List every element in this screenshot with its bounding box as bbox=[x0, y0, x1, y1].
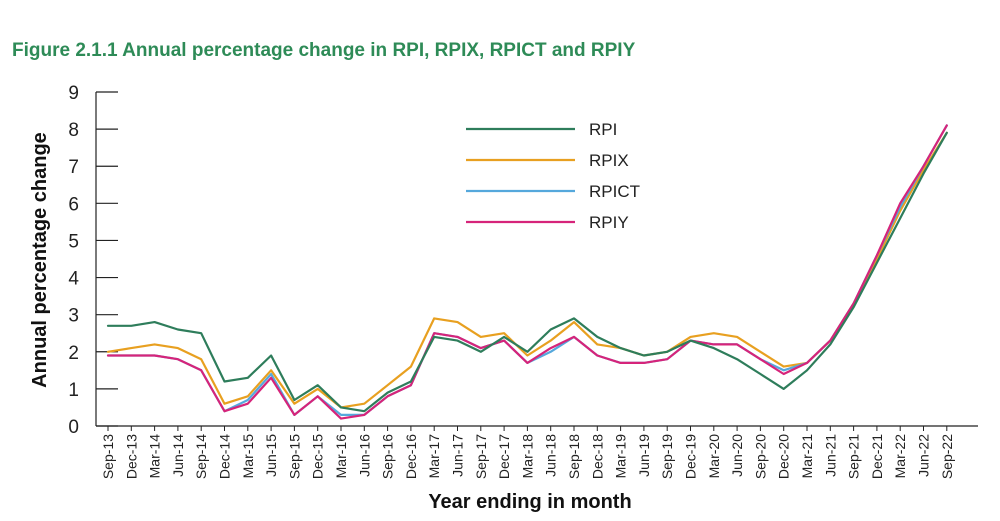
x-tick-label: Jun-15 bbox=[263, 434, 279, 477]
legend-label-rpi: RPI bbox=[589, 120, 617, 139]
y-tick-label: 7 bbox=[68, 157, 79, 178]
x-tick-label: Mar-20 bbox=[706, 434, 722, 479]
series-line-rpi bbox=[106, 131, 948, 413]
y-axis-ticks: 0 1 2 3 4 5 6 7 8 9 bbox=[68, 83, 118, 438]
x-tick-label: Dec-21 bbox=[869, 434, 885, 479]
y-tick-label: 5 bbox=[68, 231, 79, 252]
x-tick-label: Sep-15 bbox=[286, 434, 302, 479]
series-line-rpict bbox=[106, 124, 948, 416]
legend-label-rpix: RPIX bbox=[589, 151, 629, 170]
x-tick-label: Sep-13 bbox=[100, 434, 116, 479]
x-tick-label: Dec-15 bbox=[310, 434, 326, 479]
y-tick-label: 8 bbox=[68, 120, 79, 141]
y-tick-label: 3 bbox=[68, 306, 79, 327]
x-tick-label: Mar-19 bbox=[613, 434, 629, 479]
x-tick-label: Jun-20 bbox=[729, 434, 745, 477]
x-tick-label: Sep-20 bbox=[752, 434, 768, 479]
x-tick-label: Mar-22 bbox=[892, 434, 908, 479]
y-tick-label: 4 bbox=[68, 269, 79, 290]
x-tick-label: Sep-16 bbox=[380, 434, 396, 479]
x-tick-label: Jun-14 bbox=[170, 434, 186, 477]
x-tick-label: Dec-20 bbox=[776, 434, 792, 479]
y-tick-label: 0 bbox=[68, 417, 79, 438]
x-axis-ticks: Sep-13 Dec-13 Mar-14 Jun-14 Sep-14 Dec-14 Mar-… bbox=[100, 426, 955, 479]
series-line-rpiy bbox=[106, 124, 948, 420]
x-tick-label: Mar-21 bbox=[799, 434, 815, 479]
x-tick-label: Sep-19 bbox=[659, 434, 675, 479]
y-tick-label: 1 bbox=[68, 380, 79, 401]
legend-label-rpiy: RPIY bbox=[589, 213, 629, 232]
legend-label-rpict: RPICT bbox=[589, 182, 640, 201]
x-tick-label: Dec-14 bbox=[217, 434, 233, 479]
x-tick-label: Mar-18 bbox=[519, 434, 535, 479]
x-tick-label: Sep-17 bbox=[473, 434, 489, 479]
x-tick-label: Jun-21 bbox=[822, 434, 838, 477]
axes bbox=[95, 92, 978, 427]
legend: RPI RPIX RPICT RPIY bbox=[466, 120, 640, 232]
x-tick-label: Sep-14 bbox=[193, 434, 209, 479]
x-tick-label: Mar-16 bbox=[333, 434, 349, 479]
y-axis-title: Annual percentage change bbox=[29, 132, 51, 388]
series-line-rpix bbox=[106, 131, 948, 409]
x-tick-label: Jun-22 bbox=[916, 434, 932, 477]
y-tick-label: 9 bbox=[68, 83, 79, 104]
x-tick-label: Jun-18 bbox=[543, 434, 559, 477]
x-tick-label: Jun-17 bbox=[450, 434, 466, 477]
x-tick-label: Mar-14 bbox=[147, 434, 163, 479]
x-tick-label: Dec-18 bbox=[589, 434, 605, 479]
x-tick-label: Dec-17 bbox=[496, 434, 512, 479]
x-tick-label: Dec-16 bbox=[403, 434, 419, 479]
x-tick-label: Jun-19 bbox=[636, 434, 652, 477]
y-tick-label: 2 bbox=[68, 343, 79, 364]
x-tick-label: Dec-19 bbox=[683, 434, 699, 479]
x-tick-label: Mar-15 bbox=[240, 434, 256, 479]
x-tick-label: Sep-18 bbox=[566, 434, 582, 479]
x-tick-label: Mar-17 bbox=[426, 434, 442, 479]
series-lines bbox=[106, 124, 948, 420]
chart-title: Figure 2.1.1 Annual percentage change in… bbox=[12, 40, 636, 61]
x-axis-title: Year ending in month bbox=[428, 491, 631, 513]
x-tick-label: Dec-13 bbox=[123, 434, 139, 479]
x-tick-label: Sep-21 bbox=[846, 434, 862, 479]
x-tick-label: Jun-16 bbox=[356, 434, 372, 477]
x-tick-label: Sep-22 bbox=[939, 434, 955, 479]
y-tick-label: 6 bbox=[68, 194, 79, 215]
